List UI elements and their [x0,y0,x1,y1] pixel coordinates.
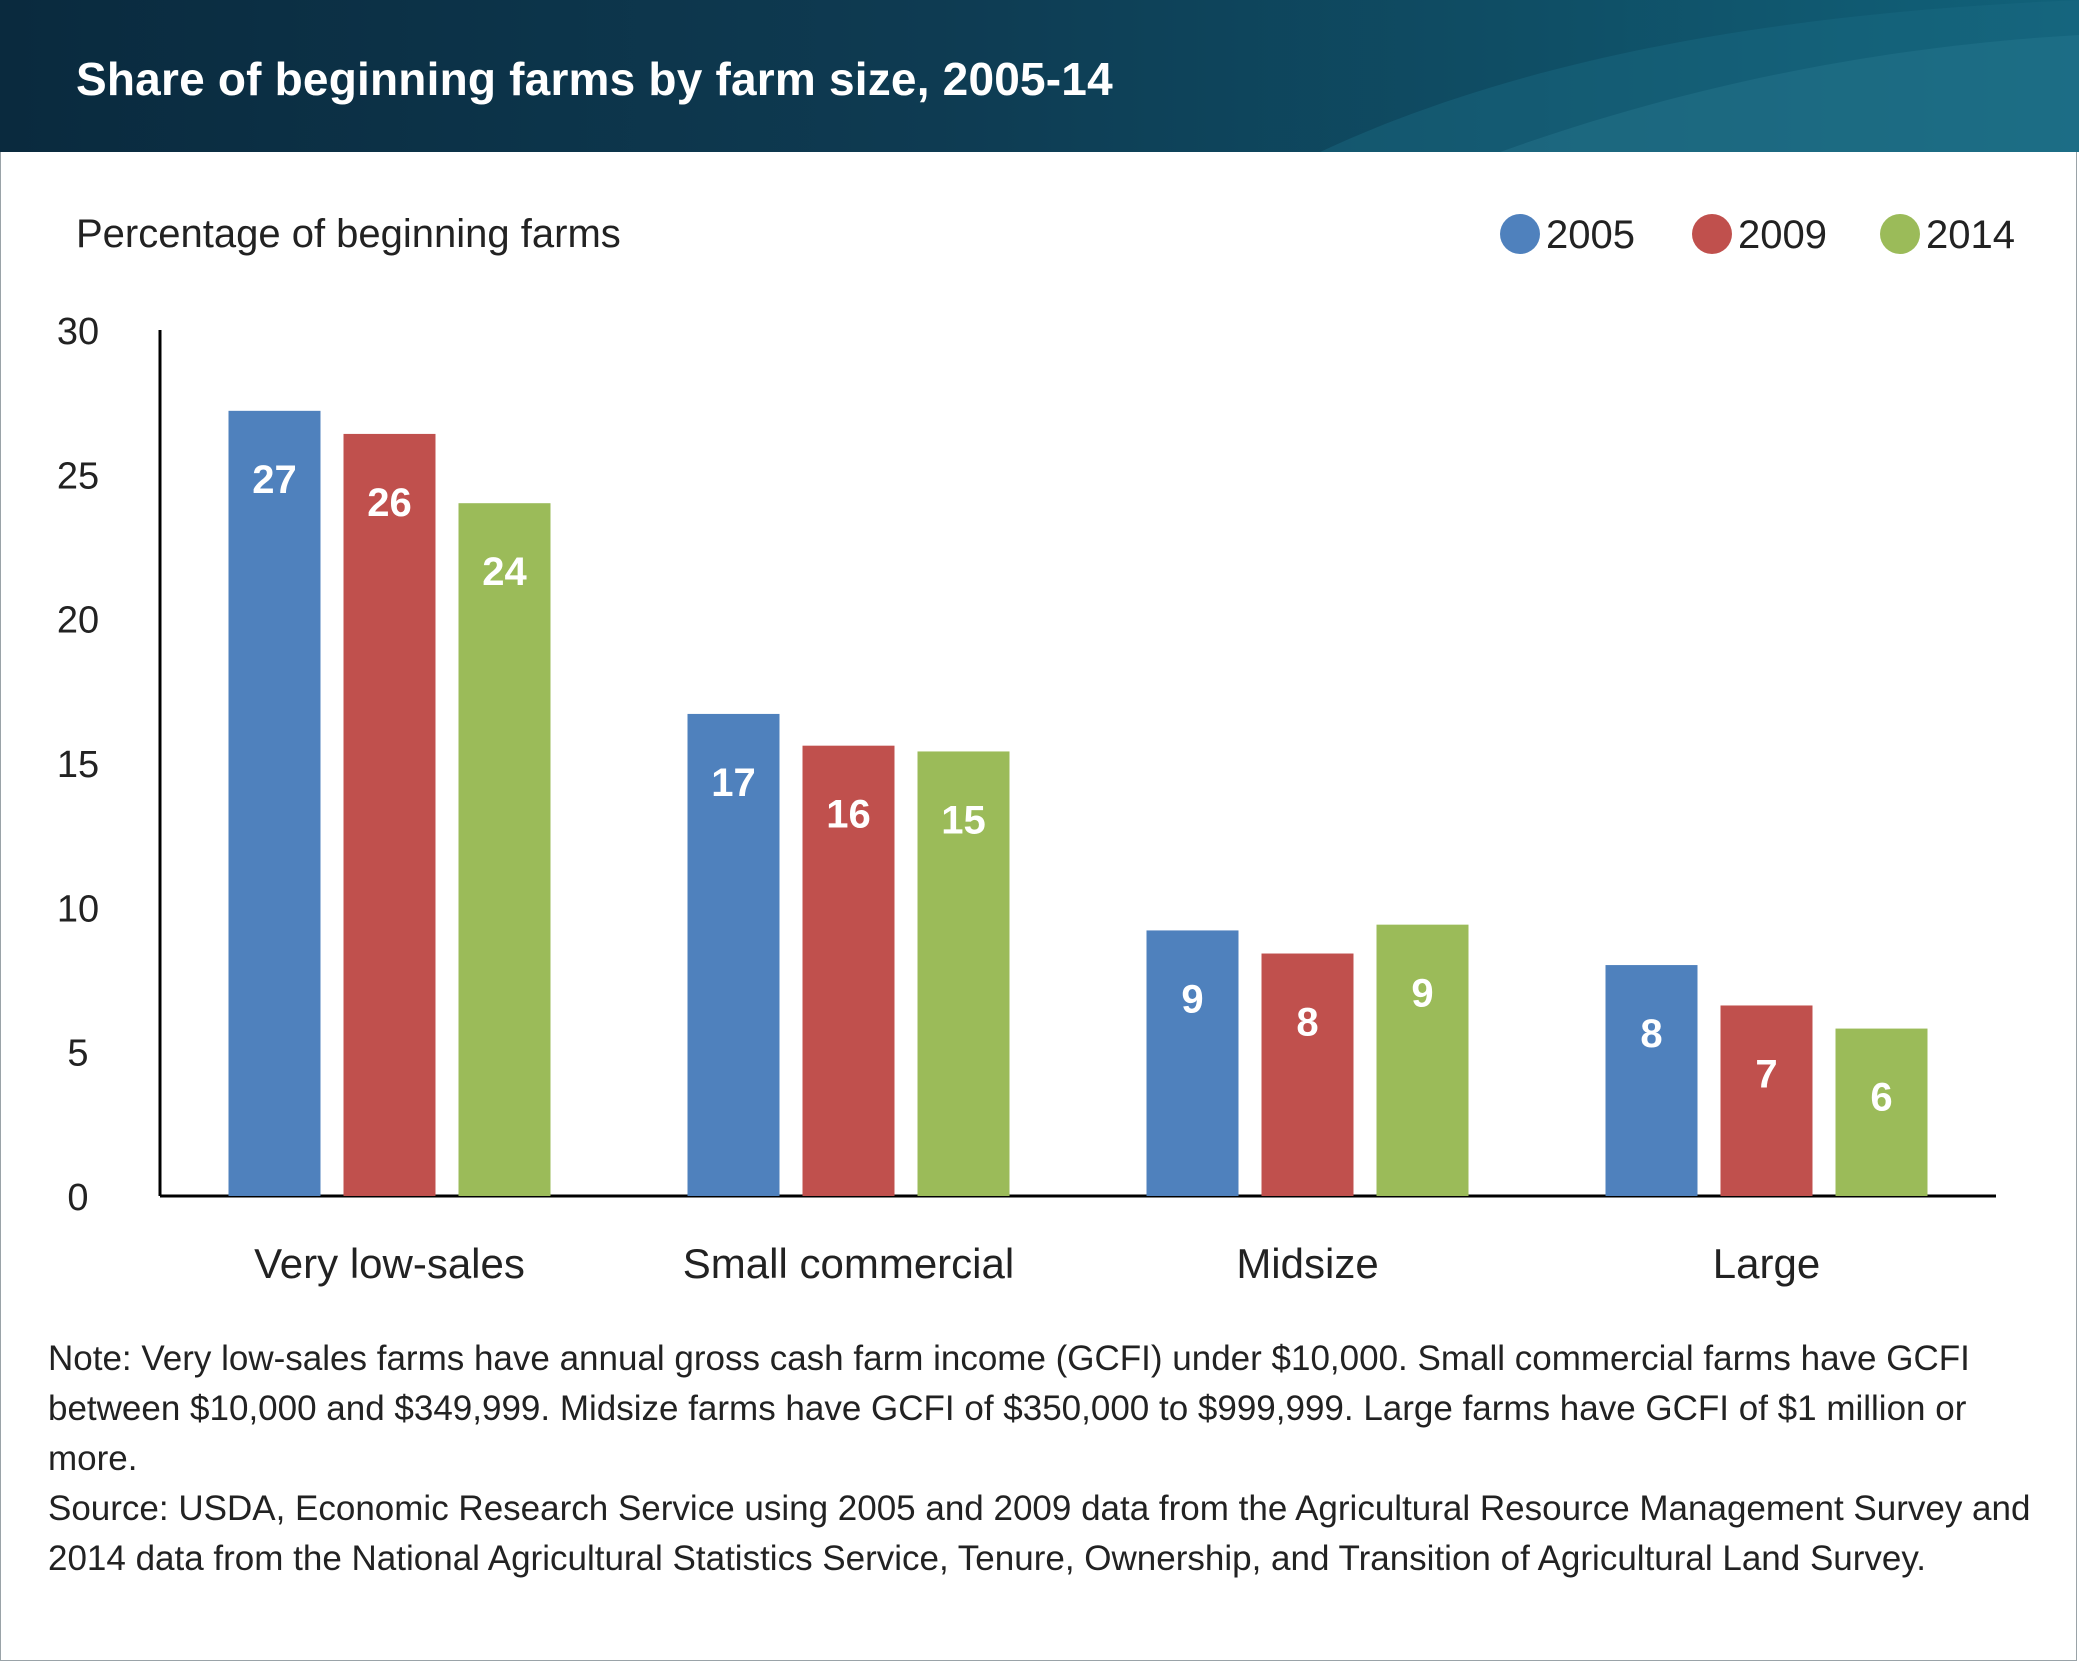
y-tick-label: 0 [67,1177,88,1219]
legend-label-2014: 2014 [1926,213,2015,257]
y-tick-label: 20 [57,600,99,642]
footnote: Note: Very low-sales farms have annual g… [48,1334,2038,1584]
bar-2005 [228,410,321,1196]
x-category-label: Large [1713,1240,1820,1287]
header-banner: Share of beginning farms by farm size, 2… [0,0,2079,152]
bar-value-label: 17 [711,761,756,805]
source-text: Source: USDA, Economic Research Service … [48,1489,2031,1578]
bar-2005 [687,713,780,1196]
bar-chart: Percentage of beginning farms 2005 2009 201… [57,212,2015,1287]
bar-2005 [1146,930,1239,1196]
bar-value-label: 16 [826,793,871,837]
bar-value-label: 8 [1640,1012,1662,1056]
bar-value-label: 9 [1411,972,1433,1016]
bar-value-label: 6 [1870,1076,1892,1120]
bar-2014 [1835,1028,1928,1196]
bar-2009 [343,433,436,1196]
y-tick-label: 10 [57,888,99,930]
legend-label-2005: 2005 [1546,213,1635,257]
bar-2014 [458,503,551,1196]
y-tick-label: 5 [67,1033,88,1075]
y-tick-label: 15 [57,744,99,786]
y-axis-label: Percentage of beginning farms [76,212,621,256]
x-category-label: Midsize [1236,1240,1378,1287]
x-category-label: Very low-sales [254,1240,525,1287]
note-text: Note: Very low-sales farms have annual g… [48,1339,1970,1478]
legend-marker-2009 [1692,214,1732,254]
bar-value-label: 9 [1181,977,1203,1021]
legend-marker-2014 [1880,214,1920,254]
bar-2009 [1720,1005,1813,1196]
y-tick-label: 30 [57,311,99,353]
bar-value-label: 26 [367,481,412,525]
bar-2005 [1605,965,1698,1196]
bar-value-label: 15 [941,798,986,842]
bar-2009 [1261,953,1354,1196]
bar-2009 [802,745,895,1196]
bar-2014 [1376,924,1469,1196]
x-category-label: Small commercial [683,1240,1014,1287]
bar-2014 [917,751,1010,1196]
bar-value-label: 8 [1296,1001,1318,1045]
header-swoosh [1320,0,2079,152]
chart-title: Share of beginning farms by farm size, 2… [76,53,1113,105]
y-tick-label: 25 [57,455,99,497]
legend-label-2009: 2009 [1738,213,1827,257]
legend-marker-2005 [1500,214,1540,254]
bar-value-label: 24 [482,550,527,594]
bar-value-label: 27 [252,458,297,502]
bar-value-label: 7 [1755,1052,1777,1096]
